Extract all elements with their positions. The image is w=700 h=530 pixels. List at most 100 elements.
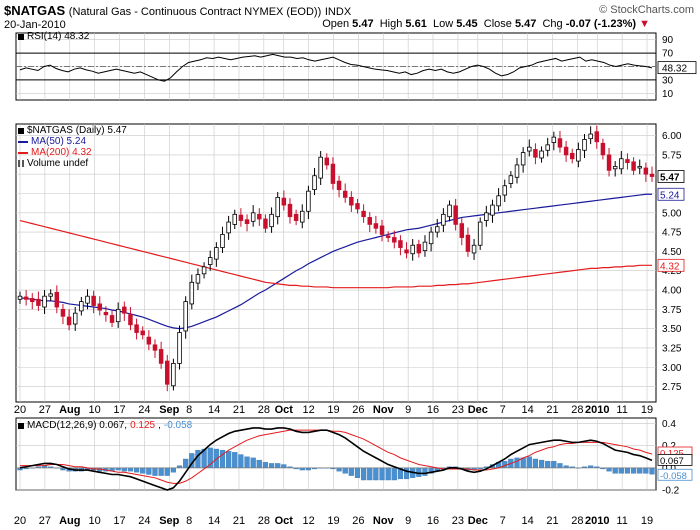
candle-down bbox=[392, 237, 397, 243]
macd-hist-bar bbox=[618, 467, 624, 474]
x-tick-label: 10 bbox=[89, 404, 101, 416]
x-tick-label: Nov bbox=[373, 404, 395, 416]
x-tick-label-bottom: 7 bbox=[500, 515, 506, 527]
legend-price-text: $NATGAS (Daily) 5.47 bbox=[27, 125, 127, 136]
x-tick-label-bottom: 20 bbox=[14, 515, 26, 527]
price-y-tick-label: 4.25 bbox=[662, 266, 682, 277]
x-tick-label-bottom: 2010 bbox=[585, 515, 609, 527]
legend-ma50-text: MA(50) 5.24 bbox=[31, 136, 87, 147]
chart-title: $NATGAS (Natural Gas - Continuous Contra… bbox=[4, 3, 351, 18]
candle-up bbox=[269, 213, 274, 228]
candle-down bbox=[36, 298, 41, 306]
legend-square-icon bbox=[18, 33, 24, 40]
rsi-last-label: 48.32 bbox=[662, 64, 687, 75]
macd-hist-bar bbox=[238, 454, 244, 468]
candle-up bbox=[207, 257, 213, 265]
candle-down bbox=[257, 213, 262, 220]
macd-hist-bar bbox=[158, 467, 164, 476]
candle-down bbox=[23, 296, 29, 300]
macd-hist-bar bbox=[342, 467, 348, 474]
price-legend: $NATGAS (Daily) 5.47 MA(50) 5.24 MA(200)… bbox=[18, 125, 127, 169]
x-tick-label-bottom: 10 bbox=[89, 515, 101, 527]
candle-up bbox=[447, 204, 452, 218]
macd-hist-bar bbox=[545, 461, 551, 468]
candle-down bbox=[146, 336, 152, 345]
ma200-line bbox=[19, 219, 652, 289]
macd-hist-bar bbox=[612, 467, 618, 474]
candle-up bbox=[220, 234, 225, 248]
macd-hist-bar bbox=[649, 467, 655, 475]
candle-down bbox=[459, 223, 465, 238]
candle-down bbox=[367, 217, 372, 225]
price-y-tick-label: 4.50 bbox=[662, 247, 682, 258]
price-y-tick-label: 4.00 bbox=[662, 286, 682, 297]
macd-hist-bar bbox=[336, 467, 342, 472]
candle-up bbox=[612, 166, 618, 170]
macd-hist-bar bbox=[643, 467, 649, 474]
candle-down bbox=[54, 291, 60, 308]
x-tick-label-bottom: 17 bbox=[113, 515, 125, 527]
macd-hist-bar bbox=[133, 467, 140, 473]
macd-hist-bar bbox=[526, 456, 532, 468]
candle-up bbox=[232, 213, 237, 225]
x-tick-label-bottom: 19 bbox=[327, 515, 339, 527]
macd-legend-hist: -0.058 bbox=[163, 420, 193, 431]
macd-hist-bar bbox=[538, 459, 545, 468]
price-y-tick-label: 3.25 bbox=[662, 343, 682, 354]
ma200-swatch bbox=[18, 151, 28, 154]
candle-up bbox=[410, 244, 415, 255]
x-tick-label-bottom: 16 bbox=[427, 515, 439, 527]
candle-down bbox=[342, 190, 348, 198]
candle-up bbox=[435, 226, 440, 233]
candle-down bbox=[140, 330, 145, 336]
macd-hist-bar bbox=[256, 459, 262, 468]
x-tick-label: 14 bbox=[208, 404, 220, 416]
x-tick-label-bottom: 28 bbox=[258, 515, 270, 527]
candle-down bbox=[91, 295, 96, 306]
candle-up bbox=[496, 195, 501, 207]
candle-up bbox=[545, 144, 550, 151]
macd-hist-bar bbox=[121, 467, 127, 472]
candle-down bbox=[66, 316, 72, 326]
candle-up bbox=[72, 312, 78, 325]
candle-up bbox=[42, 295, 47, 308]
macd-hist-bar bbox=[624, 467, 631, 474]
candle-down bbox=[625, 159, 630, 164]
x-tick-label-bottom: 8 bbox=[186, 515, 192, 527]
x-tick-label-bottom: Oct bbox=[275, 515, 294, 527]
price-y-tick-label: 4.75 bbox=[662, 228, 682, 239]
macd-hist-bar bbox=[551, 461, 557, 468]
x-tick-label-bottom: Nov bbox=[373, 515, 395, 527]
candle-up bbox=[312, 175, 317, 191]
description: (Natural Gas - Continuous Contract NYMEX… bbox=[68, 6, 322, 18]
x-tick-label: Sep bbox=[159, 404, 179, 416]
candle-up bbox=[17, 295, 23, 300]
symbol: $NATGAS bbox=[4, 3, 66, 18]
x-tick-label-bottom: Aug bbox=[59, 515, 80, 527]
x-tick-label-bottom: 23 bbox=[452, 515, 464, 527]
candle-down bbox=[244, 219, 250, 225]
candle-down bbox=[355, 203, 360, 210]
candle-up bbox=[588, 133, 593, 140]
x-tick-label-bottom: 26 bbox=[352, 515, 364, 527]
candle-down bbox=[373, 223, 379, 229]
volume-bars-icon bbox=[18, 160, 24, 167]
legend-ma50: MA(50) 5.24 bbox=[18, 136, 127, 147]
legend-square-icon bbox=[18, 422, 24, 429]
down-arrow-icon: ▼ bbox=[639, 18, 650, 30]
macd-hist-bar bbox=[268, 463, 275, 468]
macd-hist-bar bbox=[275, 463, 281, 468]
candle-down bbox=[398, 240, 403, 248]
macd-last-badge bbox=[657, 468, 693, 481]
price-last-label: 5.47 bbox=[660, 173, 680, 184]
x-tick-label-bottom: 11 bbox=[616, 515, 627, 527]
candle-up bbox=[171, 362, 176, 387]
candle-down bbox=[152, 344, 158, 351]
candle-down bbox=[60, 308, 66, 317]
x-tick-label: Aug bbox=[59, 404, 80, 416]
candle-up bbox=[226, 221, 231, 234]
legend-ma200: MA(200) 4.32 bbox=[18, 147, 127, 158]
x-tick-label: Dec bbox=[468, 404, 488, 416]
candle-down bbox=[594, 131, 600, 143]
